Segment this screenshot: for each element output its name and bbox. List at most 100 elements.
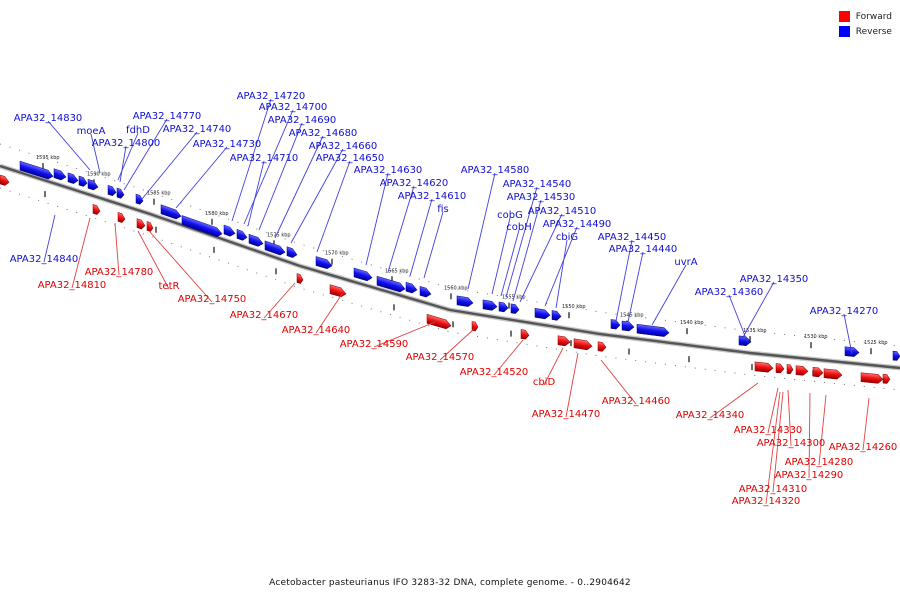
gene-label-apa32-14720[interactable]: APA32_14720 <box>237 91 306 102</box>
reverse-gene[interactable] <box>87 178 99 191</box>
gene-label-apa32-14590[interactable]: APA32_14590 <box>340 339 409 350</box>
gene-label-apa32-14780[interactable]: APA32_14780 <box>85 267 154 278</box>
forward-gene[interactable] <box>136 218 146 231</box>
reverse-gene[interactable] <box>353 267 373 282</box>
gene-label-cbid[interactable]: cbiD <box>533 377 556 388</box>
reverse-gene[interactable] <box>551 310 562 321</box>
gene-label-apa32-14630[interactable]: APA32_14630 <box>354 165 423 176</box>
reverse-gene[interactable] <box>116 187 125 199</box>
forward-gene[interactable] <box>520 329 530 340</box>
gene-label-apa32-14460[interactable]: APA32_14460 <box>602 396 671 407</box>
gene-label-uvra[interactable]: uvrA <box>674 257 697 268</box>
forward-gene[interactable] <box>557 335 571 347</box>
reverse-gene[interactable] <box>67 172 79 185</box>
gene-label-apa32-14450[interactable]: APA32_14450 <box>598 232 667 243</box>
forward-gene[interactable] <box>775 363 785 374</box>
gene-label-apa32-14750[interactable]: APA32_14750 <box>178 294 247 305</box>
gene-label-apa32-14470[interactable]: APA32_14470 <box>532 409 601 420</box>
reverse-gene[interactable] <box>419 285 432 298</box>
gene-label-moea[interactable]: moeA <box>77 126 106 137</box>
forward-gene[interactable] <box>329 284 347 299</box>
reverse-gene[interactable] <box>892 350 900 361</box>
gene-label-apa32-14690[interactable]: APA32_14690 <box>268 115 337 126</box>
reverse-gene[interactable] <box>135 193 144 205</box>
reverse-gene[interactable] <box>248 233 264 248</box>
gene-label-apa32-14260[interactable]: APA32_14260 <box>829 442 898 453</box>
gene-label-apa32-14840[interactable]: APA32_14840 <box>10 254 79 265</box>
reverse-gene[interactable] <box>621 320 635 332</box>
reverse-gene[interactable] <box>223 224 236 238</box>
reverse-gene[interactable] <box>264 240 286 257</box>
gene-label-apa32-14530[interactable]: APA32_14530 <box>507 192 576 203</box>
reverse-gene[interactable] <box>53 168 67 182</box>
reverse-gene[interactable] <box>636 323 670 337</box>
reverse-gene[interactable] <box>376 275 406 293</box>
gene-label-cbig[interactable]: cbiG <box>556 232 578 243</box>
forward-gene[interactable] <box>812 367 824 378</box>
forward-gene[interactable] <box>117 212 126 223</box>
gene-label-apa32-14700[interactable]: APA32_14700 <box>259 102 328 113</box>
gene-label-apa32-14330[interactable]: APA32_14330 <box>734 425 803 436</box>
gene-label-apa32-14710[interactable]: APA32_14710 <box>230 153 299 164</box>
gene-label-apa32-14770[interactable]: APA32_14770 <box>133 111 202 122</box>
reverse-gene[interactable] <box>844 346 860 357</box>
reverse-gene[interactable] <box>181 215 223 239</box>
gene-label-apa32-14800[interactable]: APA32_14800 <box>92 138 161 149</box>
gene-label-apa32-14360[interactable]: APA32_14360 <box>695 287 764 298</box>
gene-label-apa32-14830[interactable]: APA32_14830 <box>14 113 83 124</box>
gene-label-tetr[interactable]: tetR <box>159 281 180 292</box>
forward-gene[interactable] <box>92 204 101 215</box>
forward-gene[interactable] <box>0 174 10 187</box>
gene-label-apa32-14270[interactable]: APA32_14270 <box>810 306 879 317</box>
gene-label-fis[interactable]: fis <box>437 204 449 215</box>
forward-gene[interactable] <box>823 368 843 380</box>
reverse-gene[interactable] <box>498 301 509 313</box>
forward-gene[interactable] <box>296 273 304 285</box>
gene-label-apa32-14490[interactable]: APA32_14490 <box>543 219 612 230</box>
gene-label-apa32-14740[interactable]: APA32_14740 <box>163 124 232 135</box>
gene-label-apa32-14440[interactable]: APA32_14440 <box>609 244 678 255</box>
gene-label-apa32-14620[interactable]: APA32_14620 <box>380 178 449 189</box>
gene-label-apa32-14350[interactable]: APA32_14350 <box>740 274 809 285</box>
reverse-gene[interactable] <box>456 295 474 308</box>
reverse-gene[interactable] <box>405 281 418 294</box>
forward-gene[interactable] <box>860 372 884 384</box>
forward-gene[interactable] <box>471 321 479 332</box>
reverse-gene[interactable] <box>160 204 182 221</box>
gene-label-apa32-14510[interactable]: APA32_14510 <box>528 206 597 217</box>
gene-label-cobg[interactable]: cobG <box>497 210 523 221</box>
gene-label-apa32-14340[interactable]: APA32_14340 <box>676 410 745 421</box>
forward-gene[interactable] <box>882 373 891 384</box>
gene-label-apa32-14320[interactable]: APA32_14320 <box>732 496 801 507</box>
forward-gene[interactable] <box>426 313 452 330</box>
forward-gene[interactable] <box>573 338 593 351</box>
reverse-gene[interactable] <box>510 303 520 314</box>
gene-label-apa32-14730[interactable]: APA32_14730 <box>193 139 262 150</box>
forward-gene[interactable] <box>597 341 607 352</box>
reverse-gene[interactable] <box>610 319 621 330</box>
reverse-gene[interactable] <box>482 299 498 311</box>
gene-label-apa32-14610[interactable]: APA32_14610 <box>398 191 467 202</box>
gene-label-apa32-14280[interactable]: APA32_14280 <box>785 457 854 468</box>
gene-label-apa32-14670[interactable]: APA32_14670 <box>230 310 299 321</box>
gene-label-apa32-14520[interactable]: APA32_14520 <box>460 367 529 378</box>
gene-label-apa32-14650[interactable]: APA32_14650 <box>316 153 385 164</box>
reverse-gene[interactable] <box>78 175 88 188</box>
reverse-gene[interactable] <box>286 246 298 259</box>
gene-label-apa32-14540[interactable]: APA32_14540 <box>503 179 572 190</box>
reverse-gene[interactable] <box>236 229 248 241</box>
forward-gene[interactable] <box>795 365 809 376</box>
gene-label-apa32-14570[interactable]: APA32_14570 <box>406 352 475 363</box>
reverse-gene[interactable] <box>738 335 752 347</box>
gene-label-fdhd[interactable]: fdhD <box>126 125 150 136</box>
reverse-gene[interactable] <box>315 256 333 271</box>
reverse-gene[interactable] <box>534 308 551 320</box>
gene-label-cobh[interactable]: cobH <box>506 222 531 233</box>
reverse-gene[interactable] <box>19 160 54 181</box>
gene-label-apa32-14580[interactable]: APA32_14580 <box>461 165 530 176</box>
gene-label-apa32-14680[interactable]: APA32_14680 <box>289 128 358 139</box>
reverse-gene[interactable] <box>107 185 117 197</box>
gene-label-apa32-14310[interactable]: APA32_14310 <box>739 484 808 495</box>
gene-label-apa32-14640[interactable]: APA32_14640 <box>282 325 351 336</box>
forward-gene[interactable] <box>146 221 154 233</box>
